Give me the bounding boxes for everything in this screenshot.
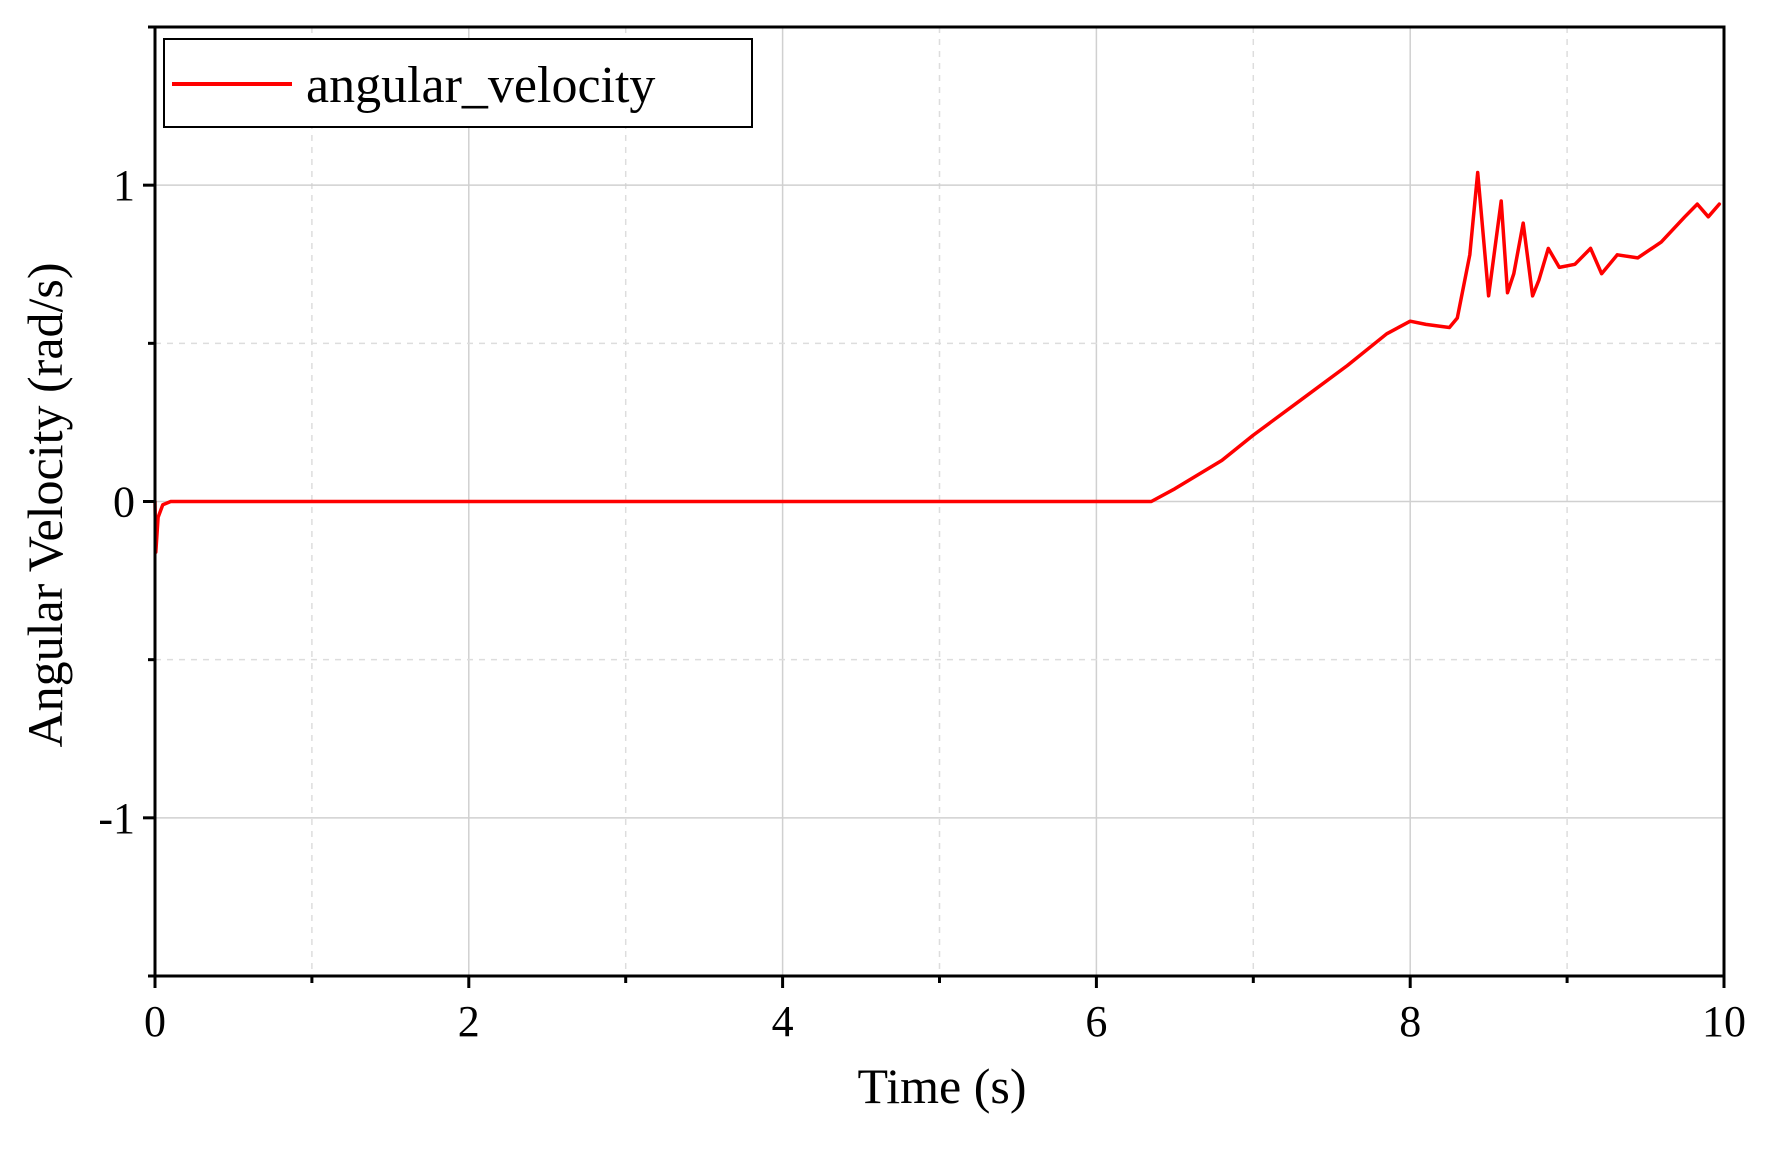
x-tick-label: 0 bbox=[144, 997, 166, 1046]
y-tick-label: -1 bbox=[98, 794, 135, 843]
x-tick-label: 2 bbox=[458, 997, 480, 1046]
series-layer bbox=[153, 170, 1722, 554]
y-tick-label: 0 bbox=[113, 478, 135, 527]
legend-label: angular_velocity bbox=[306, 57, 655, 114]
legend: angular_velocity bbox=[163, 38, 753, 128]
x-tick-label: 6 bbox=[1085, 997, 1107, 1046]
y-tick-label: 1 bbox=[113, 161, 135, 210]
x-tick-label: 10 bbox=[1702, 997, 1746, 1046]
x-axis-label: Time (s) bbox=[857, 1058, 1026, 1114]
y-axis-label: Angular Velocity (rad/s) bbox=[17, 262, 73, 747]
x-tick-label: 8 bbox=[1399, 997, 1421, 1046]
x-tick-label: 4 bbox=[772, 997, 794, 1046]
ticks-layer: 0 2 4 6 8 10 -1 0 1 bbox=[98, 25, 1746, 1046]
series-line-0 bbox=[153, 170, 1722, 554]
